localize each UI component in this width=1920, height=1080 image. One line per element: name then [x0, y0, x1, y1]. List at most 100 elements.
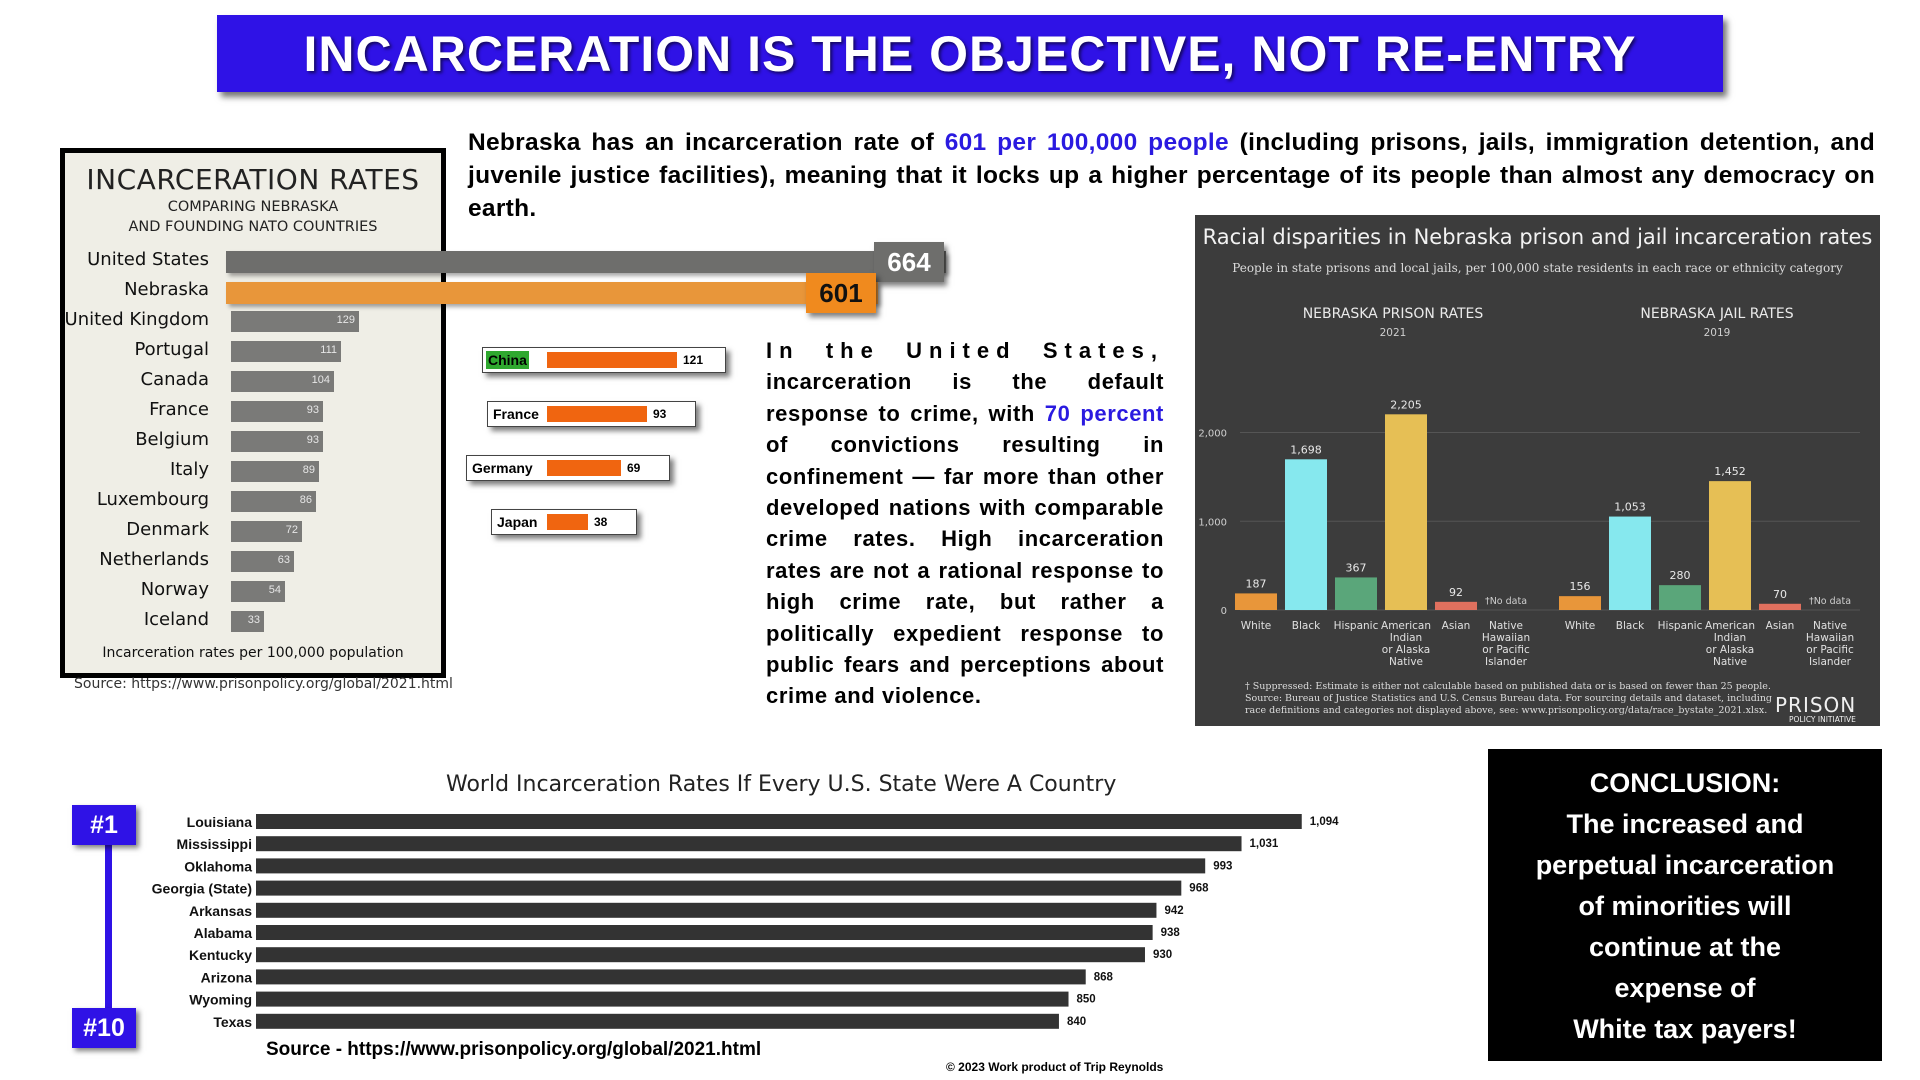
category-label-1-american-indian-or-alaska-native-2: or Alaska: [1706, 644, 1754, 656]
state-bar-louisiana: [256, 814, 1302, 829]
category-label-1-native-hawaiian-or-pacific-islander-1: Hawaiian: [1806, 632, 1854, 644]
bar-value-0-hispanic: 367: [1346, 561, 1367, 574]
mini-bar-france: [547, 406, 647, 422]
bar-0-hispanic: [1335, 577, 1377, 610]
title-banner: INCARCERATION IS THE OBJECTIVE, NOT RE-E…: [217, 15, 1723, 92]
bar-value-1-asian: 70: [1773, 588, 1787, 601]
racial-footnote-1: Source: Bureau of Justice Statistics and…: [1245, 693, 1772, 704]
row-label-netherlands: Netherlands: [99, 549, 209, 570]
conclusion-box: CONCLUSION: The increased and perpetual …: [1488, 749, 1882, 1061]
state-bar-kentucky: [256, 947, 1145, 963]
racial-chart-subtitle: People in state prisons and local jails,…: [1232, 261, 1843, 275]
mini-value-china: 121: [683, 353, 704, 367]
category-label-1-american-indian-or-alaska-native-1: Indian: [1714, 632, 1746, 644]
middle-paragraph: In the United States, incarceration is t…: [766, 335, 1164, 712]
category-label-0-american-indian-or-alaska-native-2: or Alaska: [1382, 644, 1430, 656]
row-label-italy: Italy: [169, 459, 209, 480]
bar-value-1-black: 1,053: [1614, 501, 1646, 514]
mini-row-france: France 93: [487, 401, 696, 427]
panel-footnote: Incarceration rates per 100,000 populati…: [102, 645, 404, 661]
row-label-nebraska: Nebraska: [124, 279, 209, 300]
row-label-denmark: Denmark: [126, 519, 209, 540]
big-bar-value-united-states: 664: [874, 242, 944, 282]
rank-connector-line: [105, 825, 112, 1027]
bar-netherlands: 63: [231, 551, 294, 572]
bar-1-asian: [1759, 603, 1801, 610]
state-bar-chart: Louisiana 1,094 Mississippi 1,031 Oklahoma 99…: [152, 814, 1339, 1030]
no-data-label-0: †No data: [1485, 596, 1527, 607]
rank-1-badge: #1: [72, 805, 136, 845]
ytick-label-0: 0: [1221, 606, 1227, 617]
prison-policy-logo: PRISON: [1775, 693, 1857, 717]
panel-year-1: 2019: [1704, 327, 1731, 339]
category-label-0-native-hawaiian-or-pacific-islander-0: Native: [1489, 620, 1523, 632]
state-label-arizona: Arizona: [201, 969, 253, 985]
source-note-left: Source: https://www.prisonpolicy.org/glo…: [74, 676, 453, 692]
mini-row-china: China 121: [482, 347, 726, 373]
category-label-1-native-hawaiian-or-pacific-islander-3: Islander: [1809, 656, 1852, 668]
panel-year-0: 2021: [1380, 327, 1407, 339]
bar-value-0-white: 187: [1246, 577, 1267, 590]
no-data-label-1: †No data: [1809, 596, 1851, 607]
intro-text-after: (including prisons, jails, immigration d…: [468, 129, 1876, 222]
conclusion-line-4: of minorities will: [1578, 891, 1792, 921]
bar-value-belgium: 93: [306, 434, 319, 446]
category-label-1-american-indian-or-alaska-native-0: American: [1705, 620, 1755, 632]
panel-heading-0: NEBRASKA PRISON RATES: [1303, 306, 1484, 322]
state-bar-oklahoma: [256, 858, 1206, 874]
state-chart-title: World Incarceration Rates If Every U.S. …: [446, 772, 1117, 797]
racial-disparities-panel: Racial disparities in Nebraska prison an…: [1195, 215, 1880, 726]
middle-text-part2: of convictions resulting in confinement …: [766, 432, 1164, 709]
bar-portugal: 111: [231, 341, 341, 362]
state-label-kentucky: Kentucky: [189, 947, 252, 963]
big-bar-value-nebraska: 601: [806, 273, 876, 313]
racial-bar-chart: 0 1,000 2,000 NEBRASKA PRISON RATES 2021 187 W…: [1198, 306, 1860, 716]
state-bar-alabama: [256, 925, 1153, 940]
state-label-arkansas: Arkansas: [189, 903, 252, 919]
state-bar-texas: [256, 1013, 1059, 1029]
state-bar-georgia-state: [256, 880, 1182, 896]
bar-value-portugal: 111: [320, 344, 337, 356]
rank-10-badge: #10: [72, 1008, 136, 1048]
bar-value-1-white: 156: [1570, 580, 1591, 593]
conclusion-line-2: The increased and: [1566, 809, 1804, 839]
state-value-arkansas: 942: [1164, 905, 1183, 917]
mini-label-germany: Germany: [472, 460, 533, 476]
bar-norway: 54: [231, 581, 285, 602]
ytick-label-1000: 1,000: [1198, 517, 1227, 528]
intro-paragraph: Nebraska has an incarceration rate of 60…: [468, 126, 1875, 225]
bar-value-canada: 104: [311, 374, 330, 386]
category-label-0-native-hawaiian-or-pacific-islander-2: or Pacific: [1482, 644, 1530, 656]
category-label-0-native-hawaiian-or-pacific-islander-1: Hawaiian: [1482, 632, 1530, 644]
state-value-mississippi: 1,031: [1250, 838, 1279, 850]
bar-value-0-american-indian-or-alaska-native: 2,205: [1390, 398, 1422, 411]
state-label-louisiana: Louisiana: [187, 814, 253, 830]
bar-value-netherlands: 63: [277, 554, 290, 566]
mini-bar-japan: [547, 514, 588, 530]
state-value-georgia-state: 968: [1189, 883, 1209, 895]
state-bar-mississippi: [256, 836, 1242, 852]
middle-text-first: In the United States,: [766, 338, 1164, 363]
bar-value-0-black: 1,698: [1290, 443, 1322, 456]
bar-1-black: [1609, 516, 1651, 610]
category-label-1-black-0: Black: [1616, 620, 1645, 632]
bar-canada: 104: [231, 371, 334, 392]
intro-text-before: Nebraska has an incarceration rate of: [468, 129, 945, 156]
bar-value-0-asian: 92: [1449, 586, 1463, 599]
banner-title: INCARCERATION IS THE OBJECTIVE, NOT RE-E…: [303, 25, 1637, 82]
mini-bar-germany: [547, 460, 621, 476]
state-label-alabama: Alabama: [194, 925, 253, 941]
big-bar-united-states: [226, 251, 946, 273]
conclusion-line-3: perpetual incarceration: [1535, 850, 1835, 880]
bar-italy: 89: [231, 461, 319, 482]
mini-label-china: China: [486, 351, 529, 369]
mini-row-germany: Germany 69: [466, 455, 670, 481]
bar-0-white: [1235, 593, 1277, 610]
row-label-united-kingdom: United Kingdom: [64, 309, 209, 330]
bar-0-american-indian-or-alaska-native: [1385, 414, 1427, 610]
row-label-luxembourg: Luxembourg: [96, 489, 209, 510]
bar-value-united-kingdom: 129: [336, 314, 355, 326]
conclusion-line-5: continue at the: [1588, 932, 1781, 962]
category-label-0-hispanic-0: Hispanic: [1334, 620, 1379, 632]
bar-value-1-american-indian-or-alaska-native: 1,452: [1714, 465, 1746, 478]
